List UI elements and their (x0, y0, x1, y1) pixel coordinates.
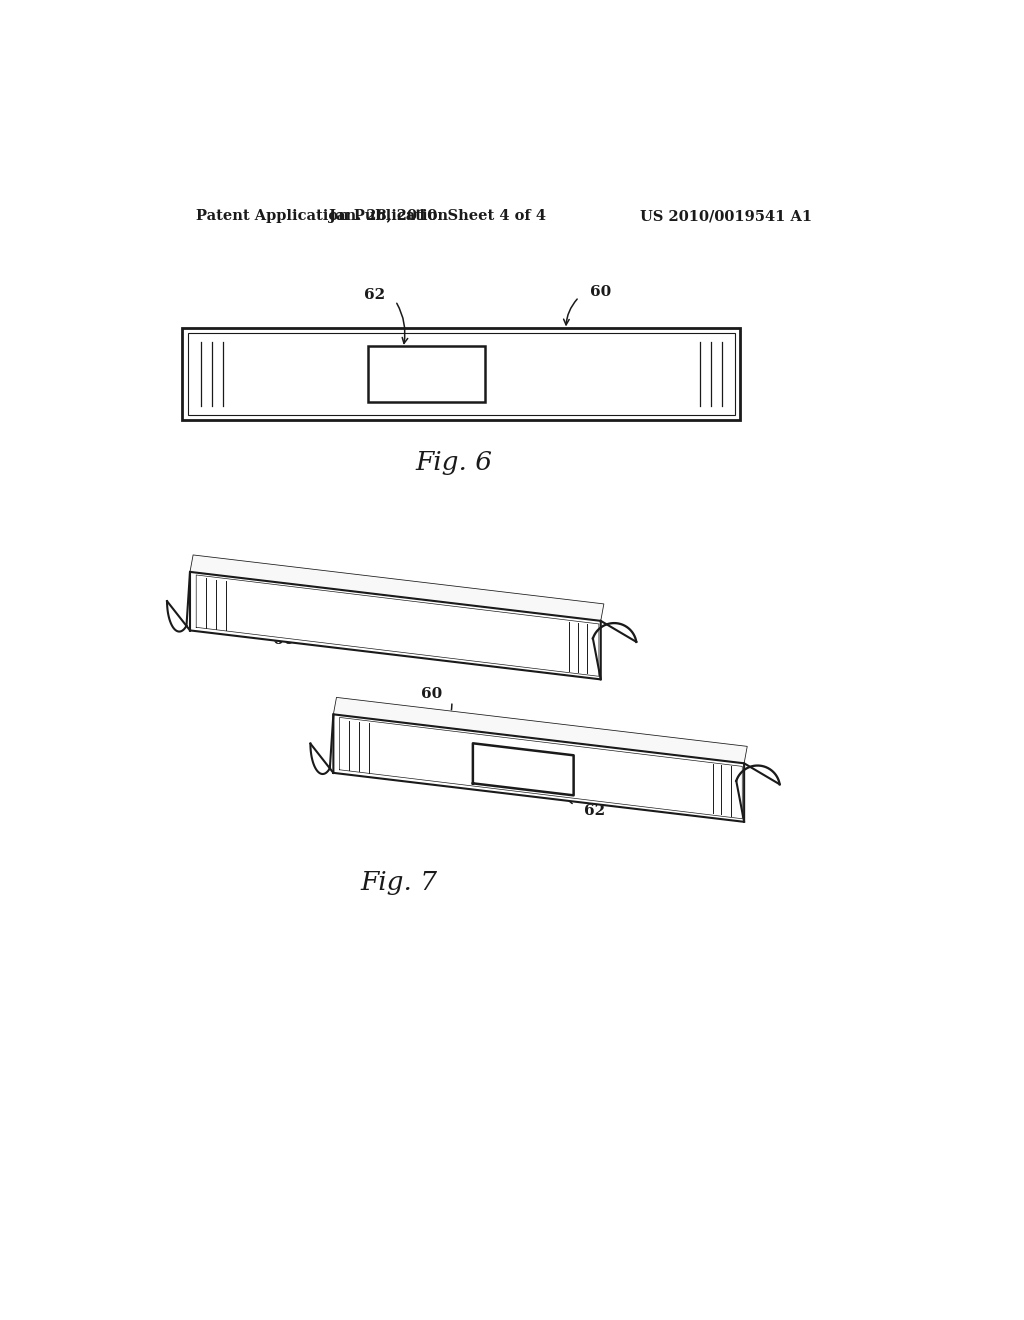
Polygon shape (334, 697, 748, 763)
Polygon shape (334, 714, 744, 822)
Text: Fig. 6: Fig. 6 (415, 450, 492, 475)
Text: 60: 60 (273, 634, 295, 647)
Text: Fig. 7: Fig. 7 (360, 870, 437, 895)
Text: 62: 62 (365, 289, 385, 302)
Text: Patent Application Publication: Patent Application Publication (197, 209, 449, 223)
Text: 60: 60 (590, 285, 611, 298)
Polygon shape (190, 554, 604, 620)
Text: 62: 62 (584, 804, 605, 818)
Text: Jan. 28, 2010  Sheet 4 of 4: Jan. 28, 2010 Sheet 4 of 4 (330, 209, 547, 223)
Text: 60: 60 (422, 688, 442, 701)
Bar (369, 346, 484, 401)
Bar (182, 327, 740, 420)
Polygon shape (190, 572, 601, 680)
Bar (187, 333, 735, 414)
Polygon shape (473, 743, 573, 796)
Text: US 2010/0019541 A1: US 2010/0019541 A1 (640, 209, 812, 223)
